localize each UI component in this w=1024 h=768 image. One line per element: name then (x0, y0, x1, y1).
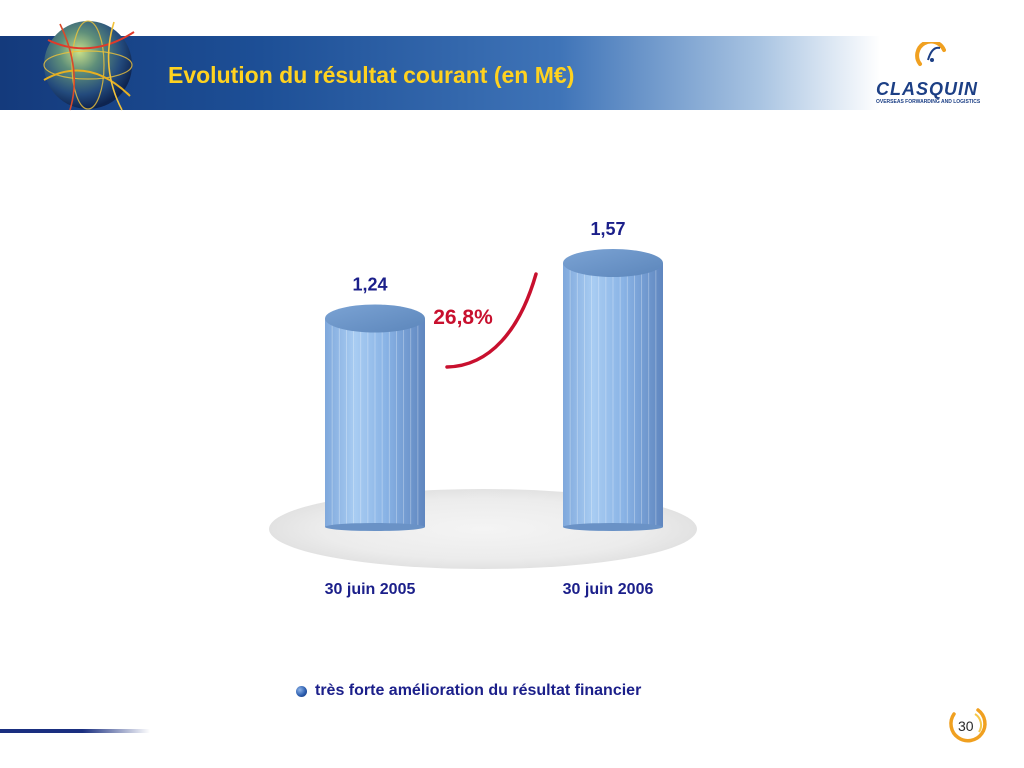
growth-annotation: 26,8% (433, 306, 493, 329)
bar-base (563, 523, 663, 531)
bar-cap (563, 249, 663, 277)
bar-base (325, 523, 425, 531)
bar-value-label: 1,24 (352, 274, 387, 294)
category-label: 30 juin 2006 (563, 581, 654, 598)
footnote: très forte amélioration du résultat fina… (296, 682, 641, 700)
bar-cap (325, 304, 425, 333)
svg-text:OVERSEAS FORWARDING AND LOGIST: OVERSEAS FORWARDING AND LOGISTICS (876, 99, 981, 105)
svg-text:CLASQUIN: CLASQUIN (876, 79, 978, 99)
slide-title: Evolution du résultat courant (en M€) (168, 62, 575, 88)
page-number: 30 (958, 718, 974, 734)
bullet-icon (296, 685, 307, 697)
clasquin-logo: CLASQUIN OVERSEAS FORWARDING AND LOGISTI… (876, 42, 981, 105)
bar-2 (563, 249, 663, 531)
bar-body (325, 318, 425, 527)
footnote-text: très forte amélioration du résultat fina… (315, 682, 642, 699)
bar-body (563, 263, 663, 527)
page-badge-icon (949, 708, 987, 743)
category-label: 30 juin 2005 (325, 581, 416, 598)
bar-value-label: 1,57 (590, 219, 625, 239)
globe-icon (43, 20, 135, 111)
bar-1 (325, 304, 425, 531)
footer-rule (0, 729, 150, 733)
growth-arrow (445, 272, 538, 369)
header-banner (0, 36, 1024, 110)
